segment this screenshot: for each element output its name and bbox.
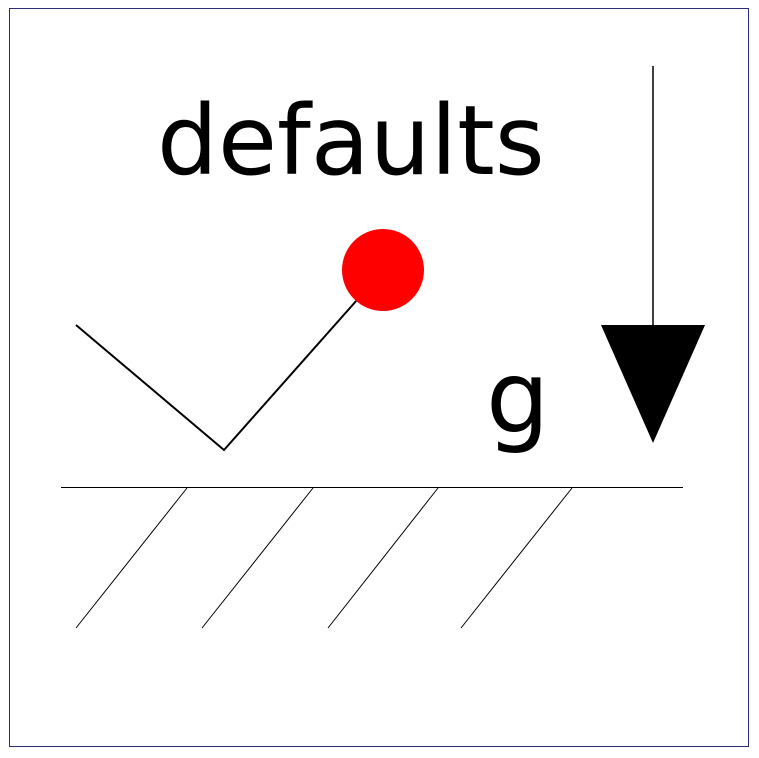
pendulum-icon xyxy=(75,229,424,452)
arrow-head xyxy=(601,325,705,443)
pendulum-rod xyxy=(75,299,358,452)
ground-hatch-icon xyxy=(61,487,683,629)
pendulum-bob xyxy=(342,229,424,311)
arrow-down-icon xyxy=(601,66,705,443)
hatch-line xyxy=(75,487,188,629)
frame-border xyxy=(9,8,749,747)
gravity-label: g xyxy=(486,339,549,456)
hatch-line xyxy=(460,487,573,629)
hatch-line xyxy=(327,487,439,629)
hatch-line xyxy=(201,487,314,629)
title-text: defaults xyxy=(157,85,545,197)
